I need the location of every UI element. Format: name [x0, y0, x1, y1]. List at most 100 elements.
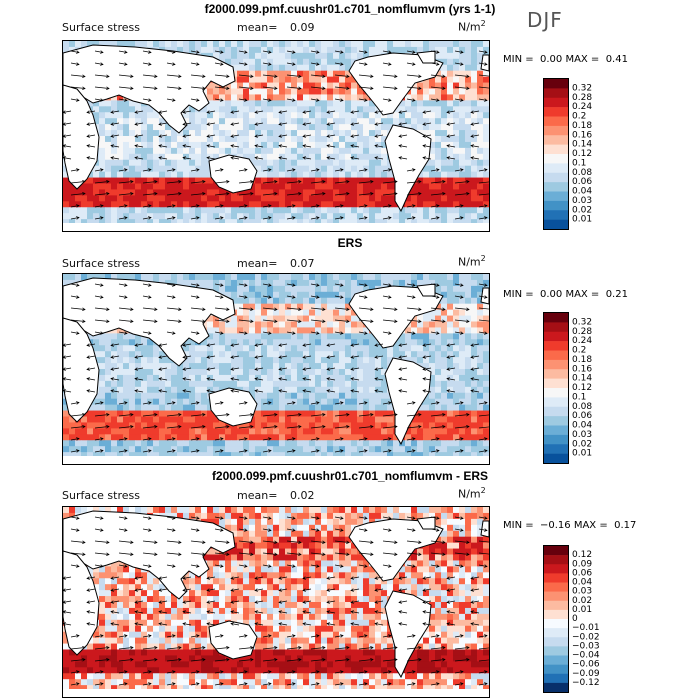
map-cell — [387, 112, 394, 119]
map-cell — [165, 428, 172, 435]
wind-arrow — [94, 98, 104, 102]
map-cell — [237, 76, 244, 83]
map-cell — [333, 386, 340, 394]
map-cell — [93, 398, 100, 406]
map-cell — [297, 428, 304, 435]
map-cell — [231, 321, 238, 328]
wind-arrow — [326, 144, 336, 148]
map-cell — [405, 434, 412, 441]
map-cell — [273, 52, 280, 60]
map-cell — [405, 279, 412, 287]
map-cell — [483, 392, 489, 400]
map-cell — [135, 153, 142, 161]
map-cell — [465, 112, 472, 119]
map-cell — [477, 369, 484, 376]
map-cell — [471, 422, 478, 429]
map-cell — [243, 428, 250, 435]
wind-arrow — [63, 110, 72, 114]
map-cell — [129, 410, 136, 417]
map-cell — [207, 136, 214, 143]
map-cell — [249, 274, 256, 281]
map-cell — [249, 64, 256, 72]
map-cell — [201, 369, 208, 376]
map-cell — [327, 41, 334, 48]
map-cell — [189, 398, 196, 406]
map-cell — [135, 440, 142, 447]
map-cell — [285, 297, 292, 305]
map-cell — [297, 440, 304, 447]
map-cell — [147, 189, 154, 196]
map-cell — [393, 213, 400, 220]
map-cell — [345, 118, 352, 125]
map-cell — [207, 189, 214, 196]
map-cell — [471, 369, 478, 376]
map-cell — [453, 291, 460, 299]
wind-arrow — [166, 283, 176, 287]
wind-arrow — [374, 156, 384, 160]
map-cell — [465, 374, 472, 382]
map-cell — [117, 219, 124, 226]
map-cell — [123, 274, 130, 281]
map-cell — [369, 136, 376, 143]
map-cell — [363, 165, 370, 173]
map-cell — [303, 64, 310, 72]
map-cell — [459, 291, 466, 299]
map-cell — [417, 88, 424, 95]
map-cell — [135, 165, 142, 173]
map-cell — [357, 46, 364, 54]
map-cell — [147, 369, 154, 376]
map-cell — [429, 189, 436, 196]
map-cell — [279, 213, 286, 220]
map-cell — [189, 183, 196, 190]
map-cell — [249, 130, 256, 137]
map-cell — [81, 41, 88, 48]
map-cell — [189, 339, 196, 346]
map-cell — [333, 440, 340, 447]
map-cell — [291, 434, 298, 441]
map-cell — [429, 41, 436, 48]
map-cell — [453, 88, 460, 95]
map-cell — [255, 124, 262, 131]
map-cell — [219, 446, 226, 453]
map-cell — [231, 452, 238, 459]
map-cell — [309, 422, 316, 429]
map-cell — [369, 357, 376, 364]
map-cell — [261, 315, 268, 322]
map-cell — [261, 136, 268, 143]
map-cell — [297, 165, 304, 173]
map-cell — [429, 159, 436, 167]
wind-arrow — [254, 134, 264, 138]
map-cell — [345, 321, 352, 328]
map-cell — [435, 434, 442, 441]
map-cell — [339, 46, 346, 54]
map-cell — [453, 201, 460, 208]
map-cell — [261, 153, 268, 161]
map-cell — [387, 189, 394, 196]
map-cell — [207, 130, 214, 137]
map-cell — [441, 422, 448, 429]
map-cell — [213, 369, 220, 376]
map-cell — [285, 351, 292, 358]
map-cell — [285, 446, 292, 453]
map-cell — [75, 189, 82, 196]
wind-arrow — [478, 181, 489, 184]
map-cell — [207, 112, 214, 119]
map-cell — [453, 165, 460, 173]
map-cell — [363, 136, 370, 143]
map-cell — [447, 392, 454, 400]
wind-arrow — [70, 319, 86, 323]
map-cell — [225, 279, 232, 287]
map-cell — [477, 434, 484, 441]
map-cell — [261, 303, 268, 311]
map-cell — [423, 422, 430, 429]
map-cell — [153, 446, 160, 453]
map-cell — [171, 46, 178, 54]
map-cell — [351, 124, 358, 131]
map-cell — [243, 136, 250, 143]
map-cell — [477, 177, 484, 184]
map-cell — [333, 351, 340, 358]
map-cell — [129, 219, 136, 226]
map-cell — [315, 363, 322, 370]
map-cell — [465, 41, 472, 48]
map-cell — [273, 106, 280, 113]
